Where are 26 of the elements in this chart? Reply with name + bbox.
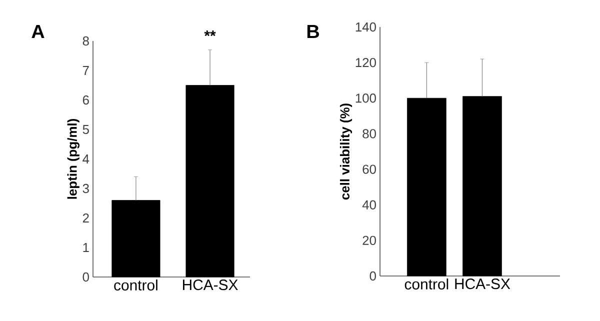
y-tick-label: 40 [362,200,376,210]
y-tick-label: 4 [82,154,90,164]
x-tick-label: control [404,278,448,290]
y-tick-label: 5 [82,124,89,134]
y-tick-label: 7 [82,66,89,75]
y-tick-label: 80 [362,129,376,138]
chart-title: A [32,24,44,38]
y-tick-label: 0 [370,271,376,281]
y-tick-label: 20 [362,236,376,246]
y-tick-label: 100 [356,94,376,103]
x-tick-label: control [114,280,158,290]
x-tick-label: HCA-SX [455,278,510,290]
y-axis-title: leptin (pg/ml) [67,118,80,199]
y-tick-label: 140 [356,22,376,32]
y-tick-label: 120 [356,58,376,68]
text: ** [204,30,216,36]
y-tick-label: 8 [82,36,89,46]
y-tick-label: 60 [362,164,376,174]
y-tick-label: 6 [82,95,89,105]
y-tick-label: 1 [83,243,89,252]
y-tick-label: 3 [82,184,89,194]
y-tick-label: 0 [82,272,89,282]
x-tick-label: HCA-SX [183,280,238,290]
y-tick-label: 2 [82,213,89,223]
y-axis-title: cell viability (%) [340,104,352,200]
chart-title: B [307,24,319,38]
